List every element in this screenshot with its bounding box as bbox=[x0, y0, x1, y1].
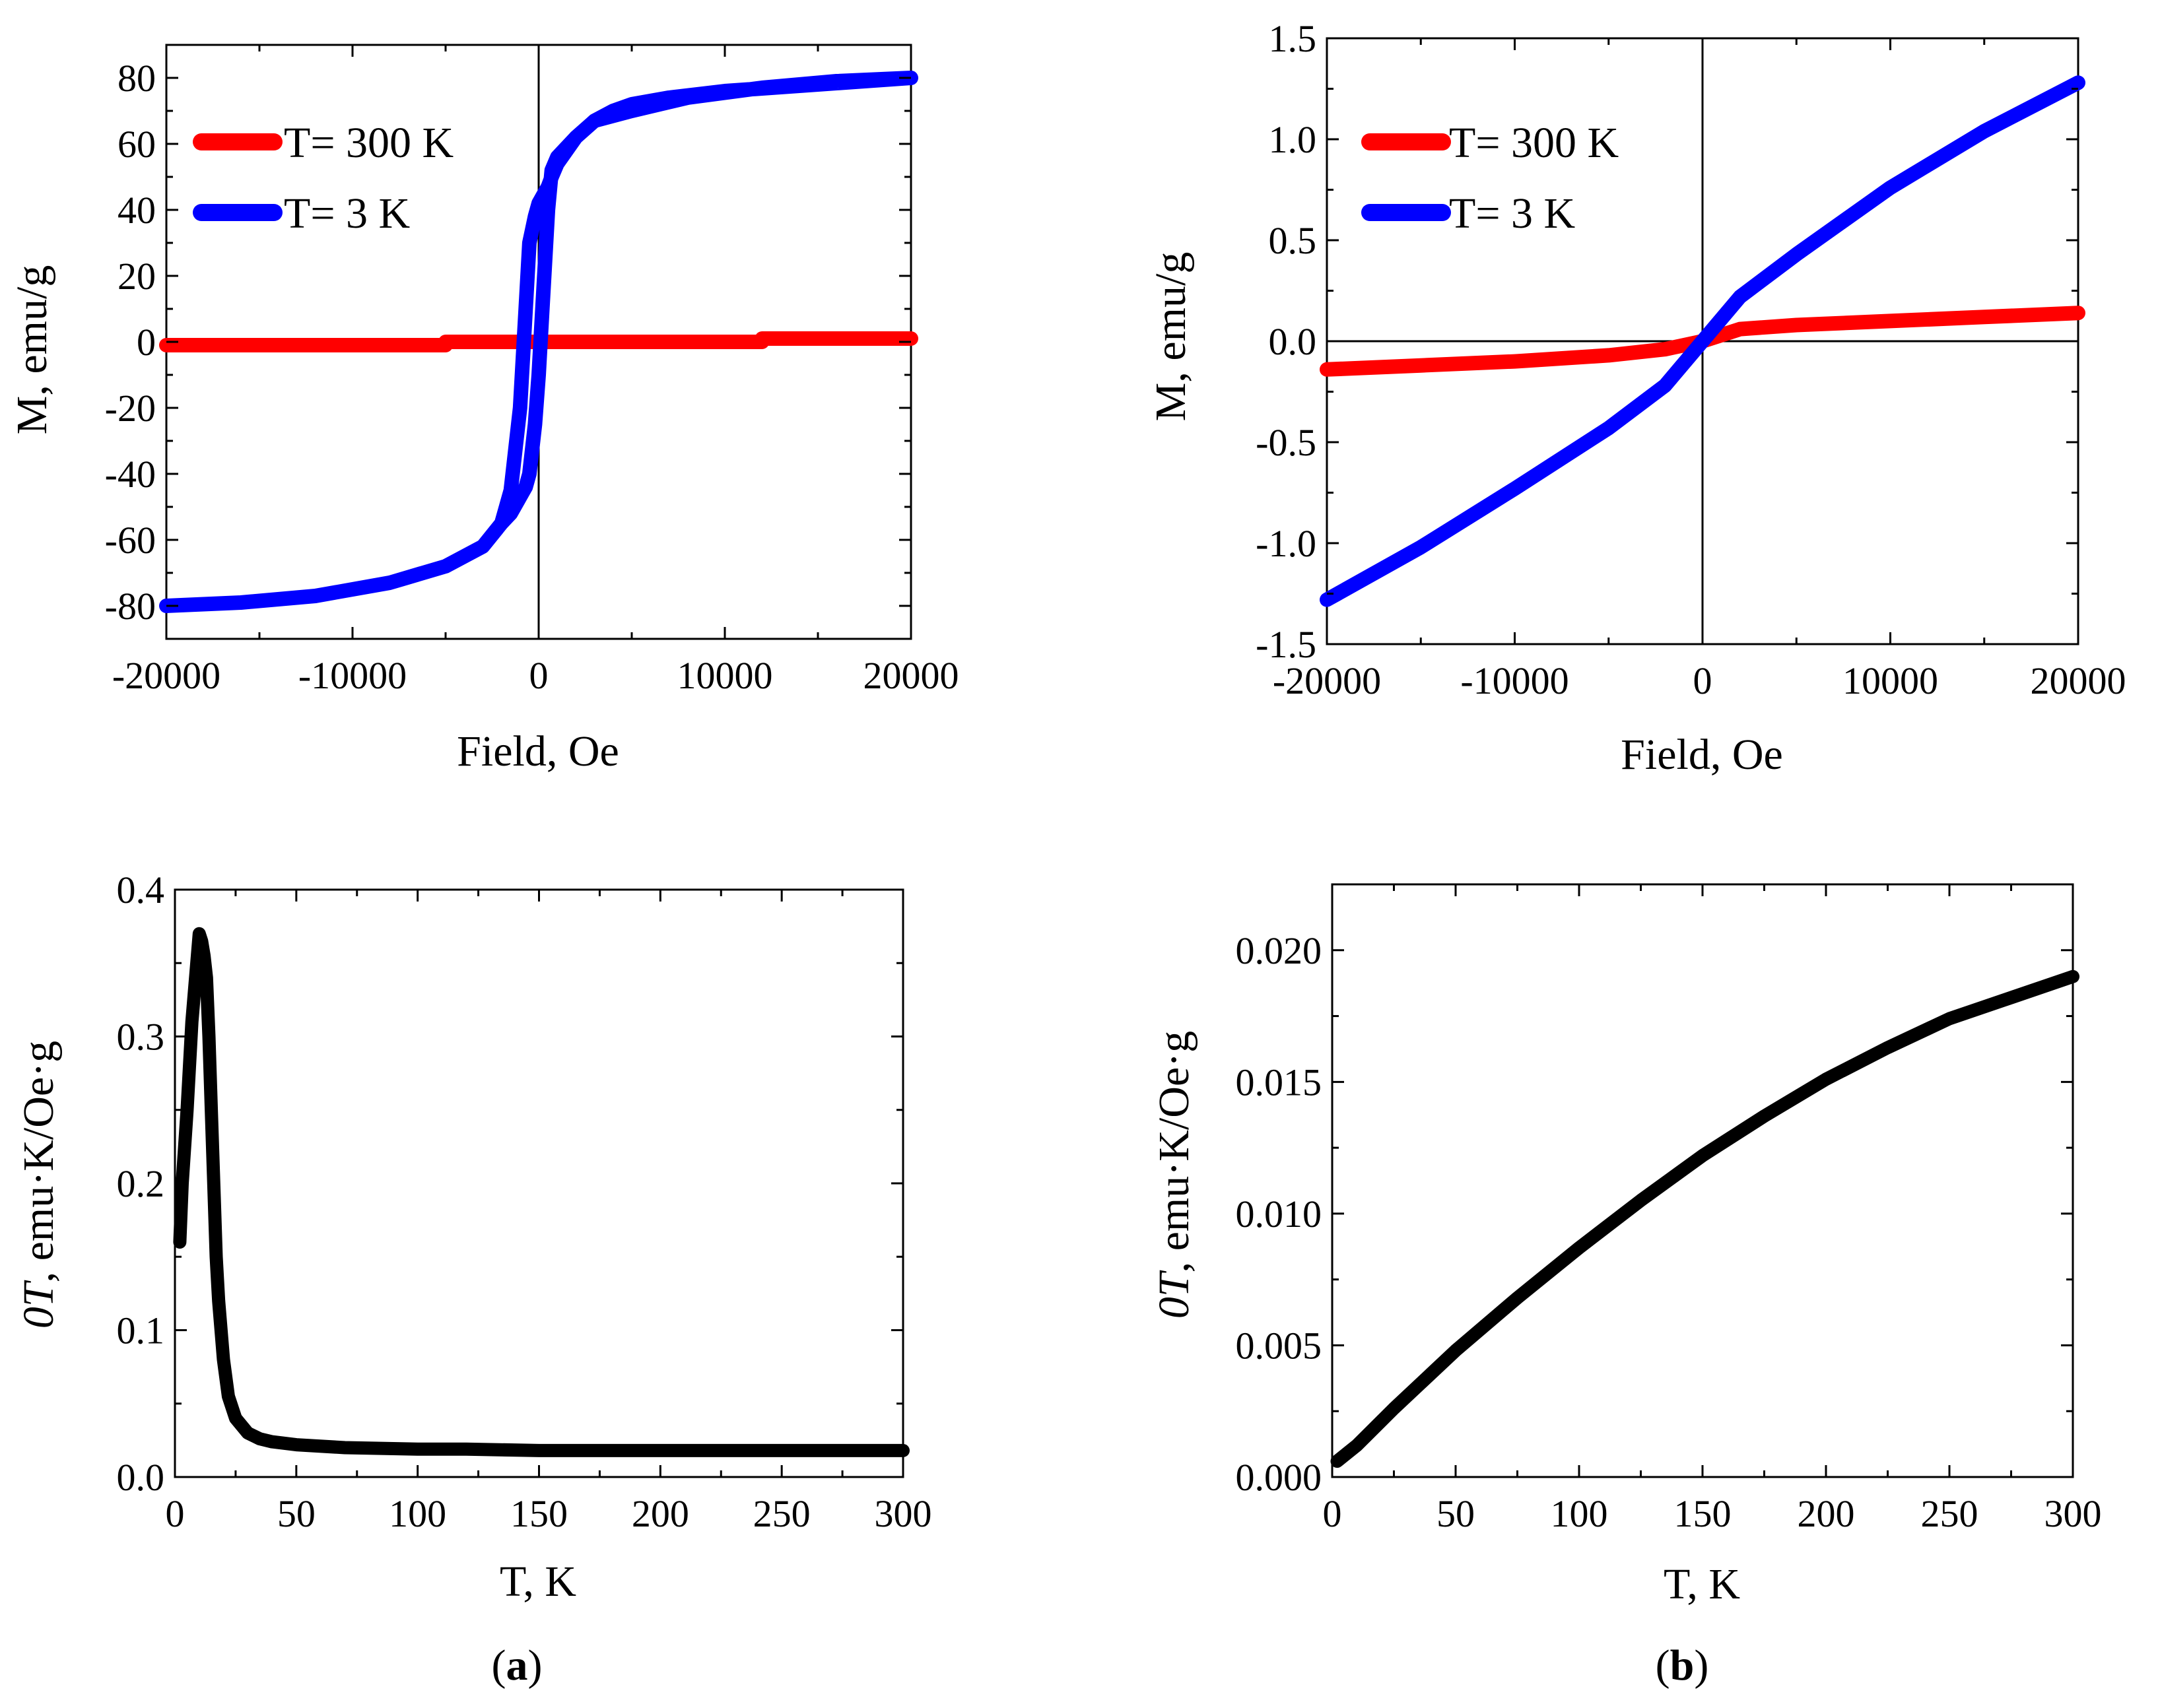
y-tick-label: -80 bbox=[105, 585, 156, 628]
series-line-0 bbox=[1330, 969, 2079, 1468]
legend: T= 300 K T= 3 K bbox=[1361, 119, 1619, 238]
y-axis-title: M, emu/g bbox=[1147, 252, 1195, 422]
y-ticks: 0.0 0.1 0.2 0.3 0.4 bbox=[117, 869, 903, 1499]
y-tick-label: 0.2 bbox=[117, 1162, 165, 1205]
x-tick-label: 200 bbox=[1798, 1492, 1855, 1535]
x-ticks: 0 50 100 150 200 250 300 bbox=[1323, 884, 2102, 1535]
panel-label-b-close: ) bbox=[1694, 1641, 1708, 1690]
chart-b-bottom: 0.000 0.005 0.010 0.015 0.020 0 50 100 150 200 25… bbox=[1150, 883, 2102, 1608]
series-line-t-3-k bbox=[159, 71, 918, 613]
x-tick-label: 150 bbox=[510, 1492, 568, 1535]
y-tick-label: 0.005 bbox=[1236, 1324, 1322, 1367]
y-tick-label: -20 bbox=[105, 387, 156, 430]
y-axis-title: 0T, emu·K/Oe·g bbox=[15, 1041, 63, 1329]
x-tick-label: 150 bbox=[1674, 1492, 1732, 1535]
x-tick-label: 100 bbox=[1551, 1492, 1608, 1535]
y-tick-label: 0.4 bbox=[117, 869, 165, 911]
x-axis-title: T, K bbox=[1664, 1560, 1740, 1608]
x-tick-label: -10000 bbox=[1460, 659, 1569, 702]
y-tick-label: 40 bbox=[118, 189, 156, 232]
series-layer bbox=[1320, 75, 2085, 607]
x-tick-label: 200 bbox=[632, 1492, 689, 1535]
legend-label-300k: T= 300 K bbox=[284, 119, 454, 167]
panel-label-a: (a) bbox=[492, 1641, 543, 1690]
x-tick-label: 20000 bbox=[2031, 659, 2126, 702]
series-layer bbox=[1330, 969, 2079, 1468]
y-tick-label: 1.5 bbox=[1269, 17, 1317, 60]
x-tick-label: 100 bbox=[389, 1492, 446, 1535]
x-axis-title: Field, Oe bbox=[1621, 731, 1783, 779]
panel-label-b-letter: b bbox=[1670, 1641, 1695, 1690]
y-axis-title-italic: 0T bbox=[15, 1280, 63, 1329]
legend: T= 300 K T= 3 K bbox=[193, 119, 454, 238]
series-layer bbox=[159, 71, 918, 613]
y-tick-label: 0.015 bbox=[1236, 1061, 1322, 1103]
panel-label-a-open: ( bbox=[492, 1641, 506, 1690]
series-line-t-3-k bbox=[1320, 75, 2085, 607]
x-tick-label: -10000 bbox=[298, 654, 407, 697]
y-tick-label: 0.0 bbox=[117, 1456, 165, 1499]
y-tick-label: 0.5 bbox=[1269, 219, 1317, 262]
x-tick-label: 20000 bbox=[863, 654, 959, 697]
legend-label-3k: T= 3 K bbox=[284, 189, 410, 238]
y-ticks: -1.5 -1.0 -0.5 0.0 0.5 1.0 1.5 bbox=[1256, 17, 2078, 666]
x-tick-label: 250 bbox=[1921, 1492, 1978, 1535]
legend-label-300k: T= 300 K bbox=[1449, 119, 1619, 167]
y-tick-label: -0.5 bbox=[1256, 421, 1316, 464]
y-tick-label: 0.0 bbox=[1269, 320, 1317, 363]
chart-a-top: -80 -60 -40 -20 0 20 40 60 80 -20000 -10000 0 10000… bbox=[8, 44, 959, 775]
x-axis-title: T, K bbox=[500, 1558, 576, 1606]
y-tick-label: 0.000 bbox=[1236, 1456, 1322, 1499]
y-axis-title-italic: 0T bbox=[1150, 1270, 1198, 1319]
y-tick-label: 0 bbox=[137, 321, 156, 364]
x-tick-label: 300 bbox=[2044, 1492, 2102, 1535]
y-tick-label: 0.010 bbox=[1236, 1193, 1322, 1235]
y-tick-label: -60 bbox=[105, 519, 156, 562]
y-tick-label: -1.5 bbox=[1256, 623, 1316, 666]
series-layer bbox=[173, 927, 910, 1457]
panel-label-b: (b) bbox=[1656, 1641, 1709, 1690]
x-tick-label: 0 bbox=[166, 1492, 185, 1535]
y-tick-label: 80 bbox=[118, 57, 156, 100]
x-tick-label: 50 bbox=[277, 1492, 316, 1535]
x-tick-label: 0 bbox=[529, 654, 549, 697]
x-ticks: 0 50 100 150 200 250 300 bbox=[166, 890, 932, 1535]
y-tick-label: 0.3 bbox=[117, 1016, 165, 1059]
x-tick-label: 250 bbox=[753, 1492, 811, 1535]
y-axis-title: 0T, emu·K/Oe·g bbox=[1150, 1031, 1198, 1319]
x-axis-title: Field, Oe bbox=[457, 727, 619, 775]
chart-b-top: -1.5 -1.0 -0.5 0.0 0.5 1.0 1.5 -20000 -10000 0 10… bbox=[1147, 17, 2126, 779]
y-ticks: -80 -60 -40 -20 0 20 40 60 80 bbox=[105, 57, 911, 628]
series-line-0 bbox=[173, 927, 910, 1457]
y-tick-label: 60 bbox=[118, 123, 156, 166]
x-tick-label: 50 bbox=[1436, 1492, 1475, 1535]
y-tick-label: -40 bbox=[105, 453, 156, 496]
panel-label-a-letter: a bbox=[506, 1641, 528, 1690]
x-ticks: -20000 -10000 0 10000 20000 bbox=[1273, 38, 2126, 702]
series-line-t-300-k bbox=[159, 331, 918, 352]
chart-a-bottom: 0.00.10.20.30.4 0 50 100 150 200 250 300 T, K … bbox=[15, 869, 932, 1606]
y-tick-label: 20 bbox=[118, 255, 156, 298]
x-tick-label: 300 bbox=[875, 1492, 932, 1535]
y-axis-title-rest: , emu·K/Oe·g bbox=[1150, 1031, 1198, 1273]
panel-label-a-close: ) bbox=[528, 1641, 543, 1690]
y-ticks: 0.000 0.005 0.010 0.015 0.020 bbox=[1236, 929, 2073, 1499]
y-tick-label: 1.0 bbox=[1269, 118, 1317, 161]
legend-label-3k: T= 3 K bbox=[1449, 189, 1575, 238]
y-tick-label: -1.0 bbox=[1256, 522, 1316, 565]
y-axis-title: M, emu/g bbox=[8, 265, 56, 435]
y-axis-title-rest: , emu·K/Oe·g bbox=[15, 1041, 63, 1283]
x-tick-label: 10000 bbox=[677, 654, 773, 697]
x-ticks: -20000 -10000 0 10000 20000 bbox=[112, 45, 959, 697]
x-tick-label: -20000 bbox=[1273, 659, 1381, 702]
x-tick-label: 0 bbox=[1323, 1492, 1342, 1535]
x-tick-label: 0 bbox=[1693, 659, 1712, 702]
x-tick-label: -20000 bbox=[112, 654, 220, 697]
y-tick-label: 0.020 bbox=[1236, 929, 1322, 972]
x-tick-label: 10000 bbox=[1842, 659, 1938, 702]
y-tick-label: 0.1 bbox=[117, 1309, 165, 1352]
panel-label-b-open: ( bbox=[1656, 1641, 1670, 1690]
